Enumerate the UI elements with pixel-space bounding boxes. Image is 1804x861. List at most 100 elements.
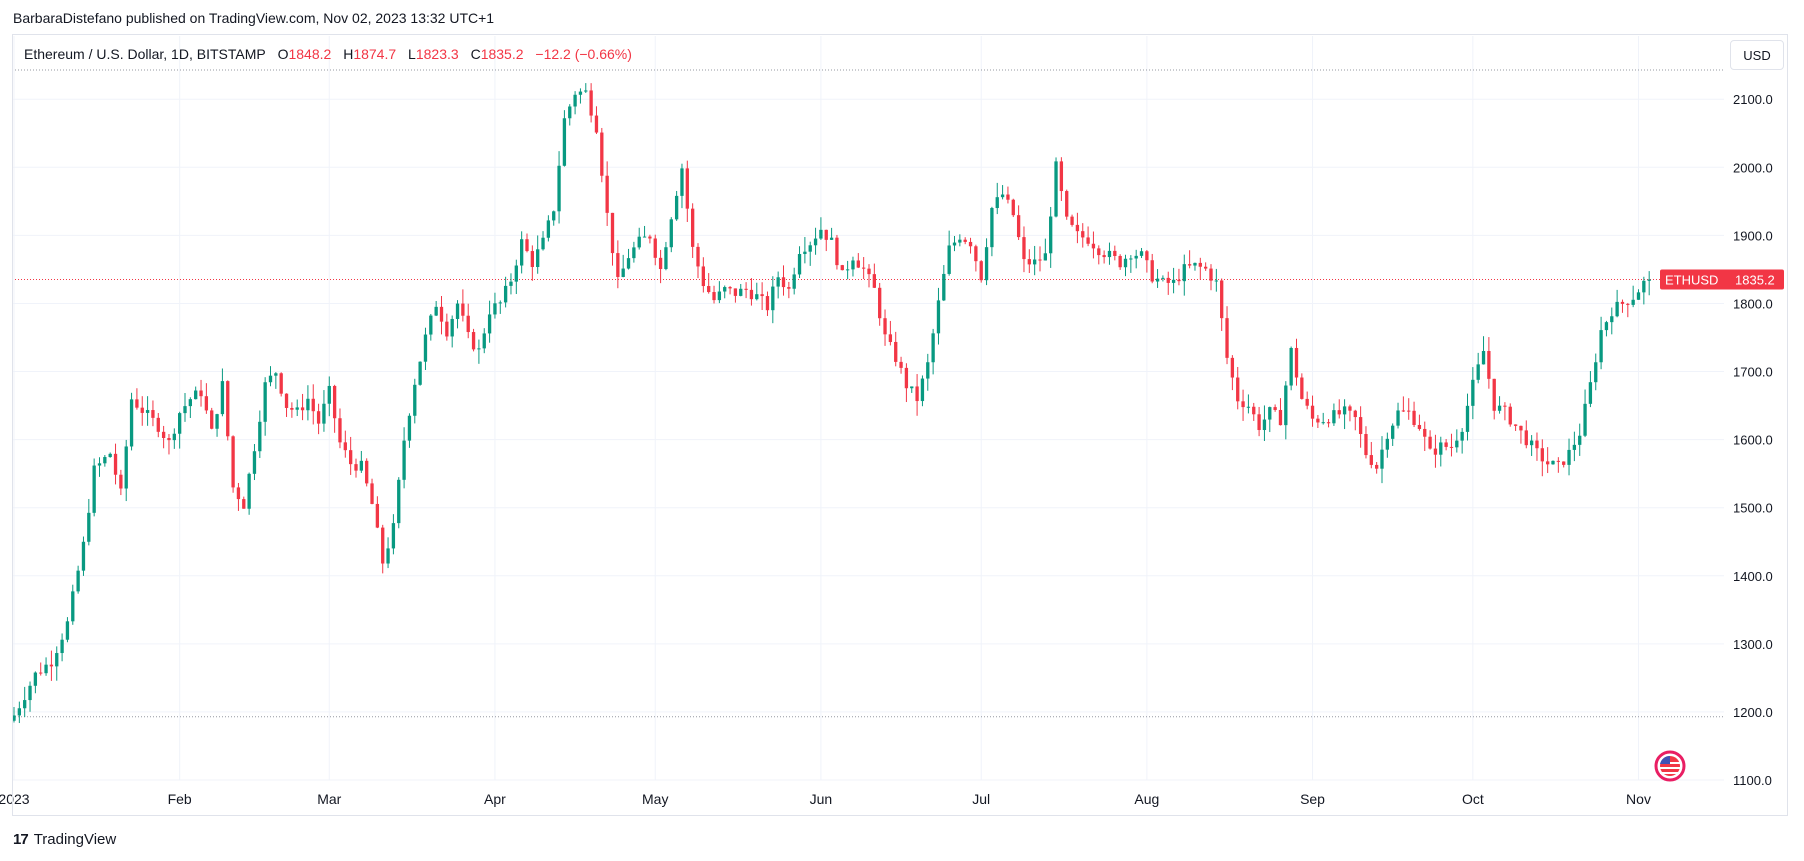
candle-56 [311,384,315,425]
candle-238 [1284,381,1288,440]
candle-189 [1022,226,1026,273]
candle-44 [247,472,251,515]
candle-143 [776,271,780,299]
candle-157 [851,256,855,277]
candle-7 [49,650,54,681]
candle-278 [1497,396,1502,414]
candle-151 [819,217,823,240]
candle-131 [712,285,716,304]
candle-245 [1321,412,1325,425]
candle-6 [44,657,48,676]
candle-270 [1455,429,1459,453]
candle-204 [1102,250,1106,264]
candle-57 [316,403,321,435]
reference-lines [12,69,1724,718]
candle-13 [81,536,86,576]
candle-19 [113,443,118,485]
candle-35 [199,379,203,407]
candle-79 [434,301,438,317]
candle-260 [1401,396,1406,412]
candle-203 [1097,245,1101,265]
candle-31 [177,411,182,449]
candle-119 [648,234,652,244]
candle-169 [915,374,919,416]
candle-186 [1006,186,1010,204]
us-flag-icon[interactable] [1654,750,1686,782]
close-value: 1835.2 [480,46,524,62]
candle-130 [707,273,711,294]
symbol-title[interactable]: Ethereum / U.S. Dollar, 1D, BITSTAMP [24,46,266,62]
candle-136 [739,284,743,297]
price-tick-7: 1400.0 [1733,569,1773,584]
candle-92 [503,276,508,308]
candle-168 [910,386,914,393]
candle-222 [1198,257,1202,280]
candle-253 [1364,426,1368,459]
candle-247 [1332,403,1336,426]
time-axis[interactable]: 2023 Feb Mar Apr May Jun Jul Aug Sep Oct Nov [0,791,1651,807]
candle-89 [487,300,492,343]
chart-frame [12,34,1788,816]
currency-button[interactable]: USD [1730,40,1784,70]
candle-197 [1065,189,1069,220]
candle-188 [1016,205,1021,241]
candle-16 [97,457,102,477]
candle-42 [236,482,241,511]
candle-39 [220,368,225,417]
candle-94 [514,259,518,295]
candle-121 [658,249,663,284]
candle-296 [1594,353,1598,391]
last-price-badge-price: 1835.2 [1735,272,1775,287]
candle-107 [584,83,588,93]
candle-140 [760,282,764,310]
candle-291 [1567,438,1571,476]
candle-289 [1556,457,1561,473]
candle-265 [1428,430,1432,450]
candle-152 [824,229,828,252]
candle-10 [65,617,70,643]
candle-49 [274,372,278,389]
candle-176 [952,235,957,252]
candle-69 [381,524,385,574]
candle-172 [931,328,935,375]
price-axis[interactable]: 2100.0 2000.0 1900.0 1800.0 1700.0 1600.0 1500… [1733,92,1773,788]
candle-0 [12,707,16,723]
candle-164 [888,320,893,346]
candle-215 [1161,275,1165,282]
candle-71 [391,514,396,555]
candle-85 [466,303,470,339]
candle-166 [899,356,903,374]
candle-190 [1027,249,1031,274]
time-tick-7: Aug [1134,791,1159,807]
candle-184 [995,182,999,215]
candle-276 [1487,337,1491,389]
candle-236 [1273,404,1277,412]
candle-174 [942,265,946,302]
candle-220 [1187,250,1192,269]
candle-284 [1529,435,1534,456]
candle-233 [1257,406,1261,437]
candle-45 [252,444,257,481]
candle-292 [1572,431,1577,462]
candle-46 [258,410,262,458]
candle-227 [1225,306,1229,365]
candle-88 [482,328,486,354]
candle-116 [632,241,636,263]
candle-249 [1342,399,1347,430]
candle-86 [471,328,476,352]
candle-304 [1636,289,1641,300]
candle-254 [1369,441,1373,469]
candle-76 [418,361,422,386]
footer-brand[interactable]: 17 TradingView [13,831,116,848]
candle-285 [1535,432,1539,461]
candle-12 [76,565,80,594]
time-tick-3: Apr [484,791,506,807]
candle-141 [765,291,770,316]
candle-80 [439,295,444,335]
candle-207 [1118,254,1122,270]
candle-159 [861,257,866,280]
candle-150 [813,227,818,255]
candle-194 [1049,206,1053,268]
candle-127 [690,203,695,258]
